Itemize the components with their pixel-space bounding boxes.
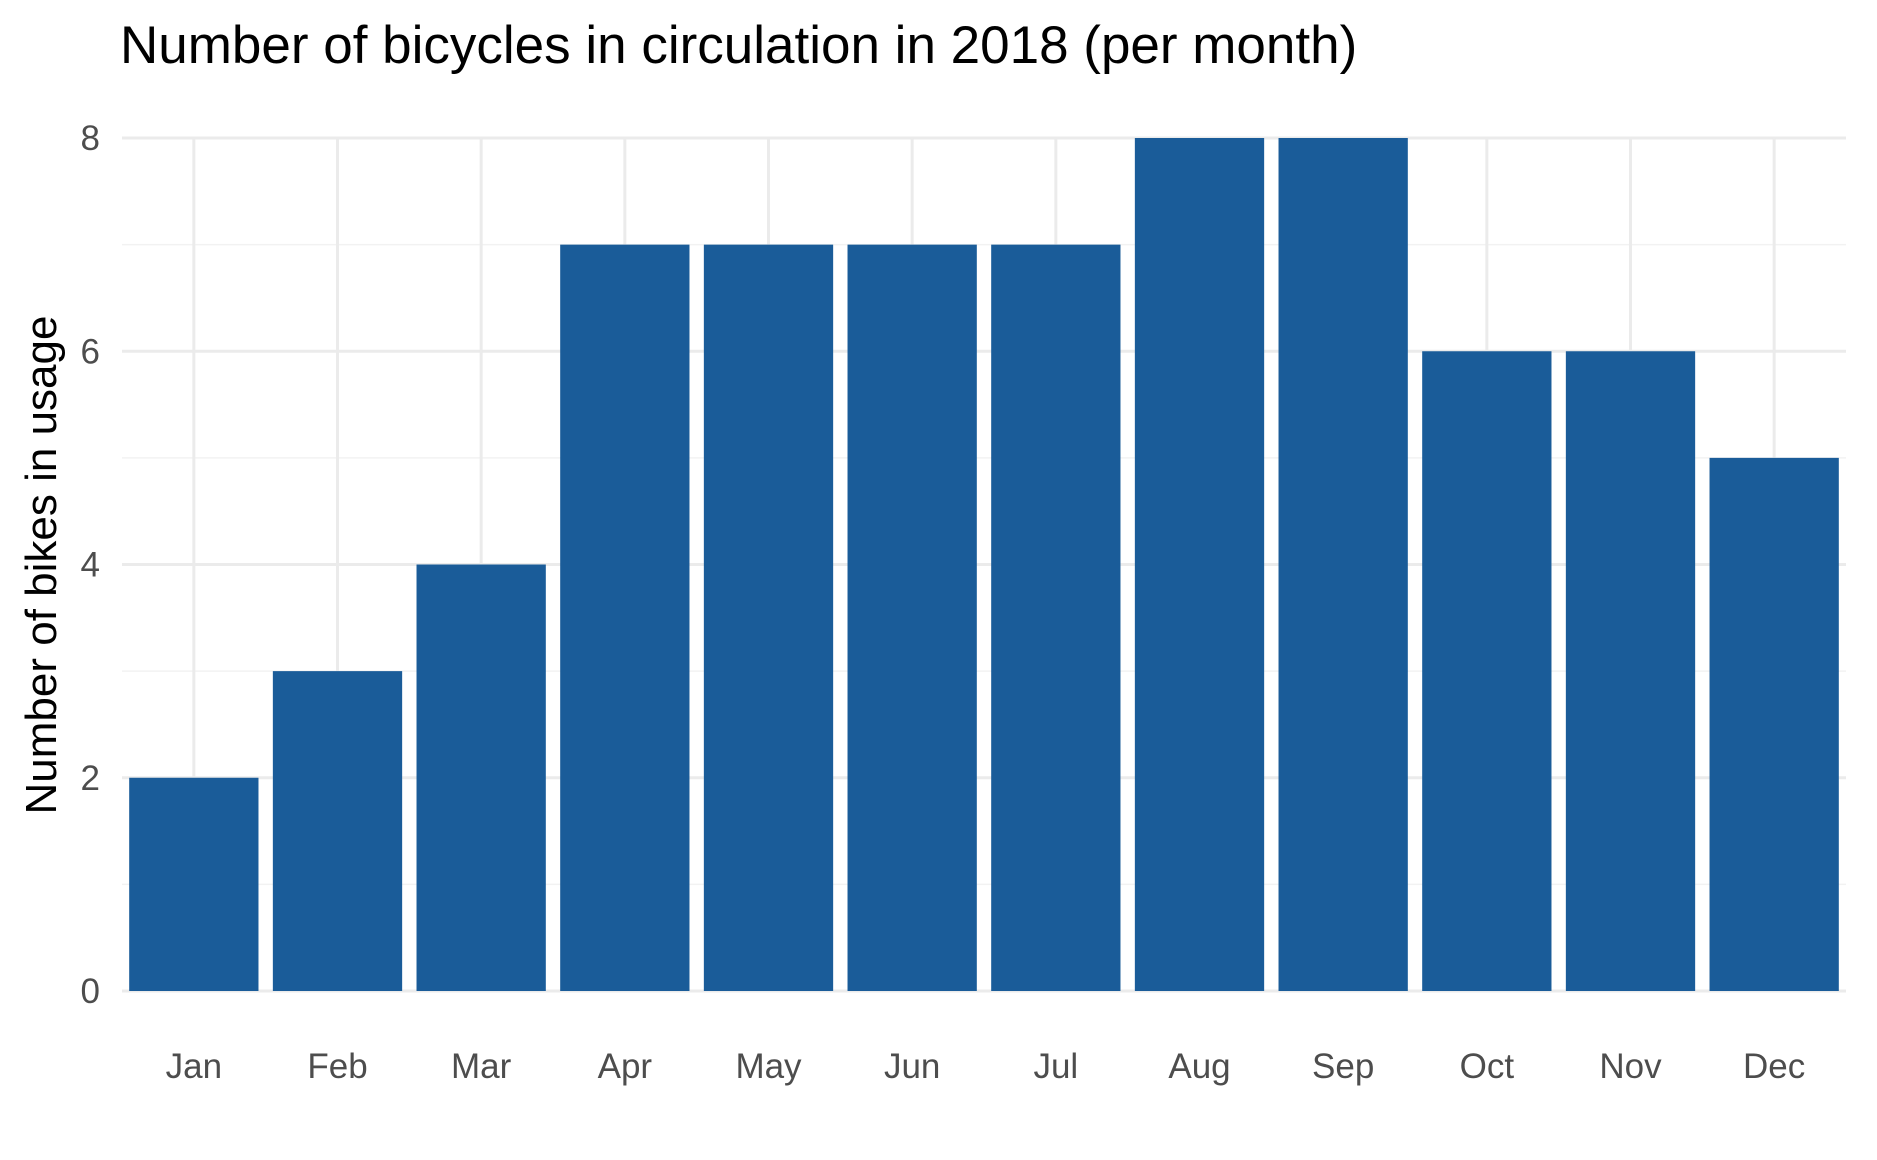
x-tick-label: Feb (307, 1047, 367, 1086)
bar-nov (1565, 351, 1696, 991)
bar-feb (272, 671, 403, 991)
y-axis-ticks: 0 2 4 6 8 (81, 119, 100, 1011)
bar-dec (1709, 457, 1839, 991)
y-tick-label: 6 (81, 332, 100, 371)
bar-mar (416, 564, 546, 991)
x-tick-label: May (735, 1047, 802, 1086)
x-tick-label: Jul (1033, 1047, 1078, 1086)
x-tick-label: Nov (1599, 1047, 1662, 1086)
x-tick-label: Mar (451, 1047, 512, 1086)
x-tick-label: Aug (1168, 1047, 1230, 1086)
bar-jun (847, 244, 977, 991)
x-tick-label: Jun (884, 1047, 940, 1086)
y-axis-label: Number of bikes in usage (17, 316, 66, 815)
x-tick-label: Dec (1743, 1047, 1805, 1086)
bar-sep (1278, 138, 1408, 991)
bar-jul (991, 244, 1121, 991)
bar-oct (1422, 351, 1552, 991)
bar-may (703, 244, 834, 991)
bar-aug (1134, 138, 1265, 991)
bar-apr (560, 244, 690, 991)
x-tick-label: Jan (166, 1047, 222, 1086)
x-tick-label: Apr (598, 1047, 653, 1086)
x-tick-label: Oct (1460, 1047, 1515, 1086)
y-tick-label: 8 (81, 119, 100, 158)
y-tick-label: 4 (81, 546, 100, 585)
x-axis-ticks: Jan Feb Mar Apr May Jun Jul Aug Sep Oct Nov Dec (166, 1047, 1806, 1086)
x-tick-label: Sep (1312, 1047, 1374, 1086)
chart-title: Number of bicycles in circulation in 201… (120, 16, 1357, 75)
y-tick-label: 0 (81, 972, 100, 1011)
bar-jan (129, 777, 259, 991)
y-tick-label: 2 (81, 759, 100, 798)
bars (129, 138, 1839, 991)
